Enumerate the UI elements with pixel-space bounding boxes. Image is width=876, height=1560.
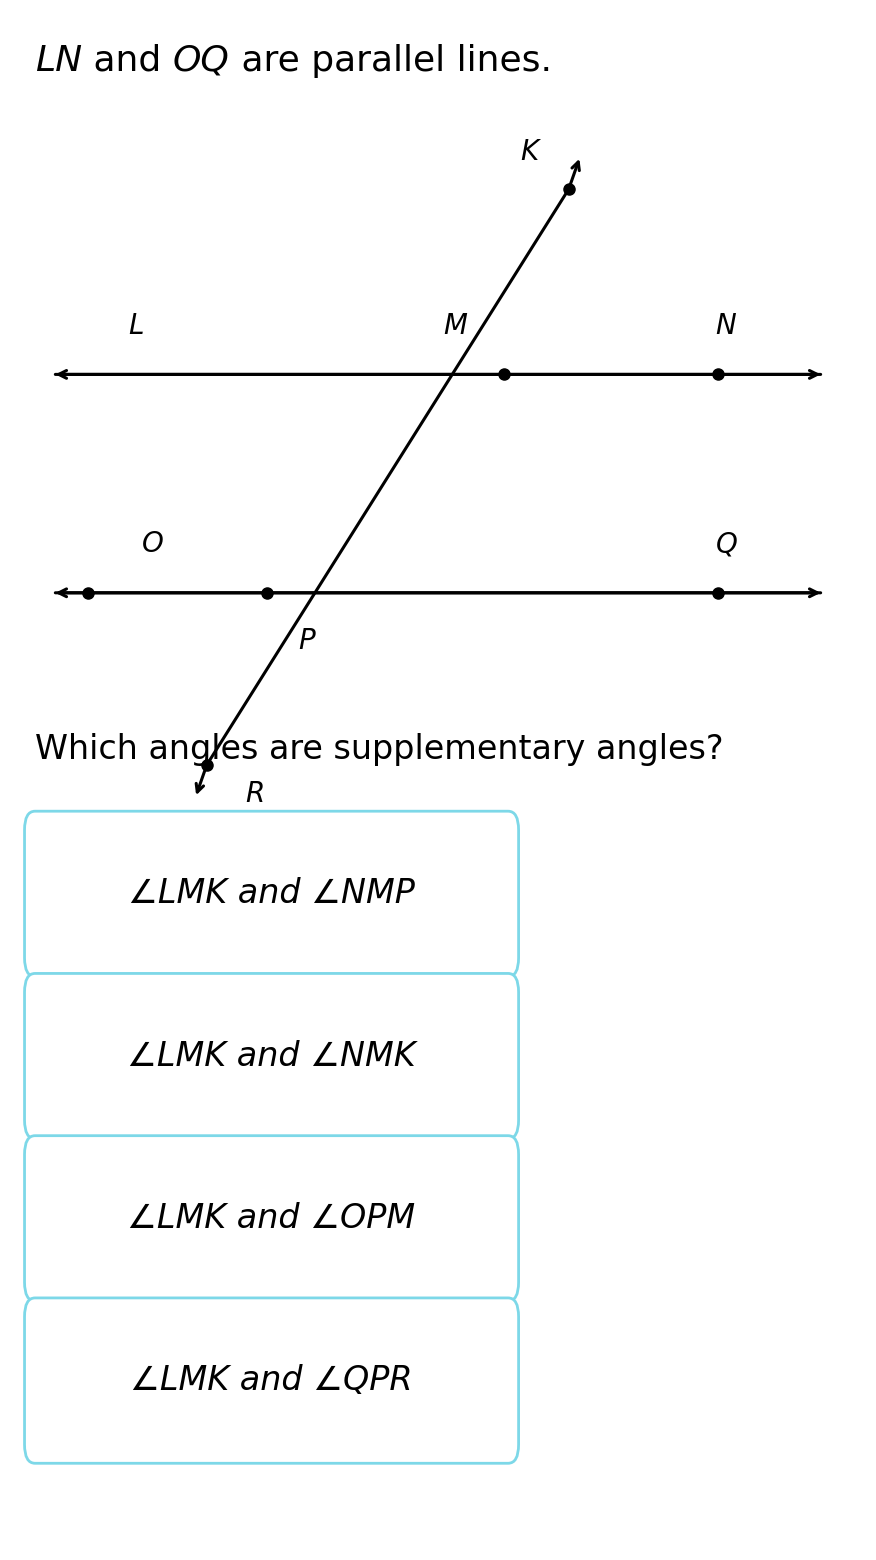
Text: M: M (443, 312, 468, 340)
Text: Q: Q (717, 530, 738, 558)
Text: ∠LMK and ∠OPM: ∠LMK and ∠OPM (128, 1201, 415, 1236)
Text: OQ: OQ (173, 44, 230, 78)
Text: O: O (143, 530, 164, 558)
Text: ∠LMK and ∠NMK: ∠LMK and ∠NMK (127, 1039, 416, 1073)
FancyBboxPatch shape (25, 1298, 519, 1463)
FancyBboxPatch shape (25, 811, 519, 977)
Text: P: P (298, 627, 315, 655)
Text: K: K (520, 137, 539, 165)
Text: and: and (82, 44, 173, 78)
FancyBboxPatch shape (25, 973, 519, 1139)
Text: ∠LMK and ∠QPR: ∠LMK and ∠QPR (131, 1363, 413, 1398)
Text: N: N (715, 312, 736, 340)
FancyBboxPatch shape (25, 1136, 519, 1301)
Text: are parallel lines.: are parallel lines. (230, 44, 552, 78)
Text: LN: LN (35, 44, 82, 78)
Text: Which angles are supplementary angles?: Which angles are supplementary angles? (35, 733, 724, 766)
Text: L: L (128, 312, 144, 340)
Text: R: R (245, 780, 265, 808)
Text: ∠LMK and ∠NMP: ∠LMK and ∠NMP (128, 877, 415, 911)
